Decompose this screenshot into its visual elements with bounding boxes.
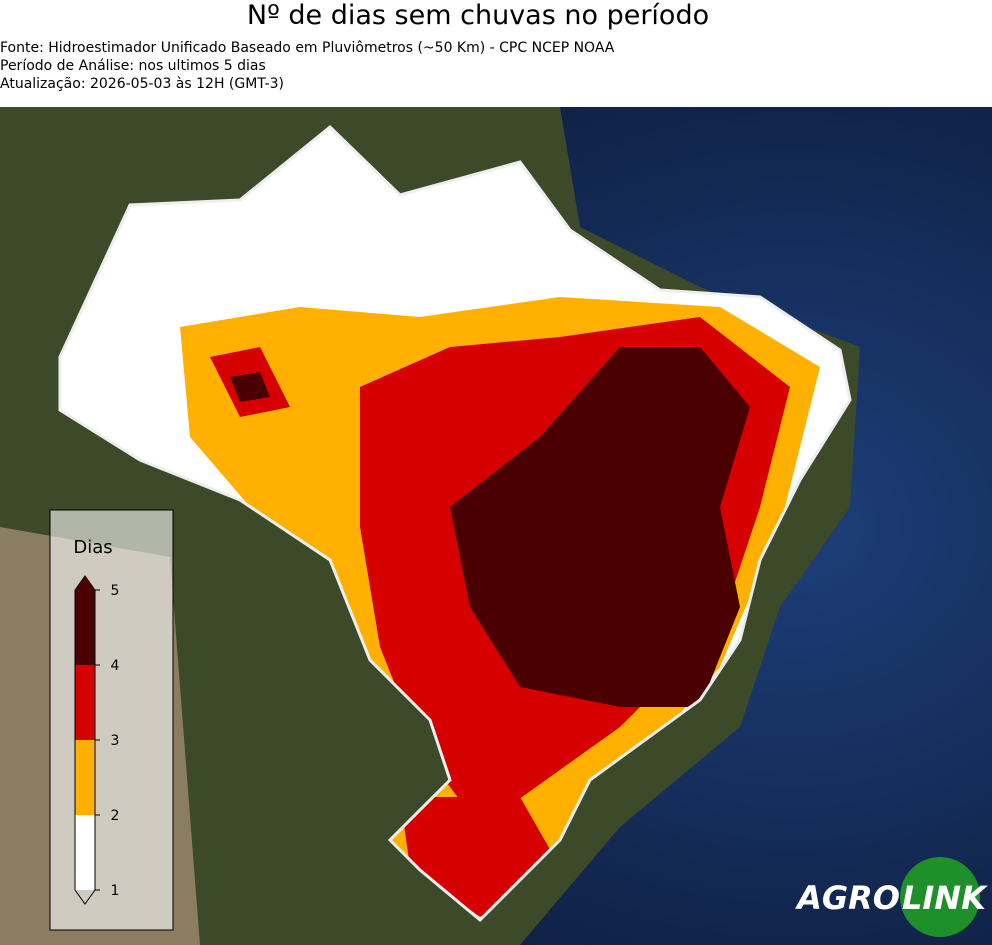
- tick-label: 3: [111, 733, 120, 749]
- period-line: Período de Análise: nos ultimos 5 dias: [0, 58, 266, 74]
- colorbar-segment: [75, 590, 95, 665]
- tick-label: 2: [111, 808, 120, 824]
- logo-right: LINK: [902, 879, 988, 917]
- logo-left: AGRO: [794, 879, 900, 917]
- border: [58, 124, 852, 923]
- legend-box: [49, 509, 174, 931]
- colorbar-segment: [75, 815, 95, 890]
- map-title: Nº de dias sem chuvas no período: [246, 0, 710, 31]
- tick-label: 1: [111, 883, 120, 899]
- source-line: Fonte: Hidroestimador Unificado Baseado …: [0, 40, 615, 56]
- legend: Dias 1 2 3 4 5: [49, 509, 174, 931]
- tick-label: 5: [111, 583, 120, 599]
- legend-title: Dias: [73, 537, 112, 558]
- colorbar-segment: [75, 740, 95, 815]
- logo: AGRO LINK: [794, 857, 988, 937]
- update-line: Atualização: 2026-05-03 às 12H (GMT-3): [0, 76, 284, 92]
- colorbar-segment: [75, 665, 95, 740]
- logo-circle: [900, 857, 980, 937]
- map: Dias 1 2 3 4 5 AGRO LINK: [0, 107, 992, 945]
- tick-label: 4: [111, 658, 120, 674]
- colorbar-cap: [75, 576, 95, 590]
